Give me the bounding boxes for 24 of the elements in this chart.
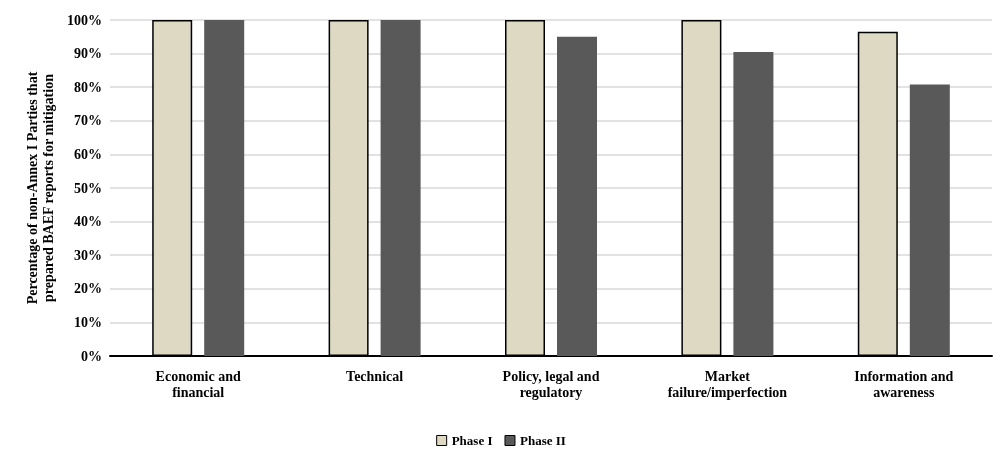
y-tick-label: 100%: [67, 12, 102, 28]
legend-label: Phase II: [519, 433, 566, 448]
y-tick-label: 10%: [74, 314, 102, 330]
x-tick-label: Policy, legal and regulatory: [502, 368, 600, 400]
y-tick-label: 20%: [74, 281, 102, 297]
y-tick-label: 70%: [74, 113, 102, 129]
legend-label: Phase I: [451, 433, 493, 448]
x-tick-label: Economic and financial: [155, 368, 241, 400]
bar: [909, 84, 950, 356]
y-tick-label: 90%: [74, 46, 102, 62]
x-tick-label: Market failure/imperfection: [667, 368, 788, 400]
y-tick-label: 30%: [74, 247, 102, 263]
x-tick-label: Information and awareness: [854, 368, 954, 400]
bar: [380, 20, 421, 356]
y-tick-label: 60%: [74, 146, 102, 162]
y-tick-label: 40%: [74, 214, 102, 230]
x-tick-label: Technical: [346, 368, 404, 384]
y-tick-label: 50%: [74, 180, 102, 196]
y-axis-title: Percentage of non-Annex I Parties that prepared BAEF reports for mitigation: [24, 71, 56, 305]
y-tick-label: 0%: [81, 348, 102, 364]
bar: [557, 36, 597, 356]
bar: [204, 20, 245, 356]
y-tick-label: 80%: [74, 79, 102, 95]
bar: [733, 51, 774, 356]
